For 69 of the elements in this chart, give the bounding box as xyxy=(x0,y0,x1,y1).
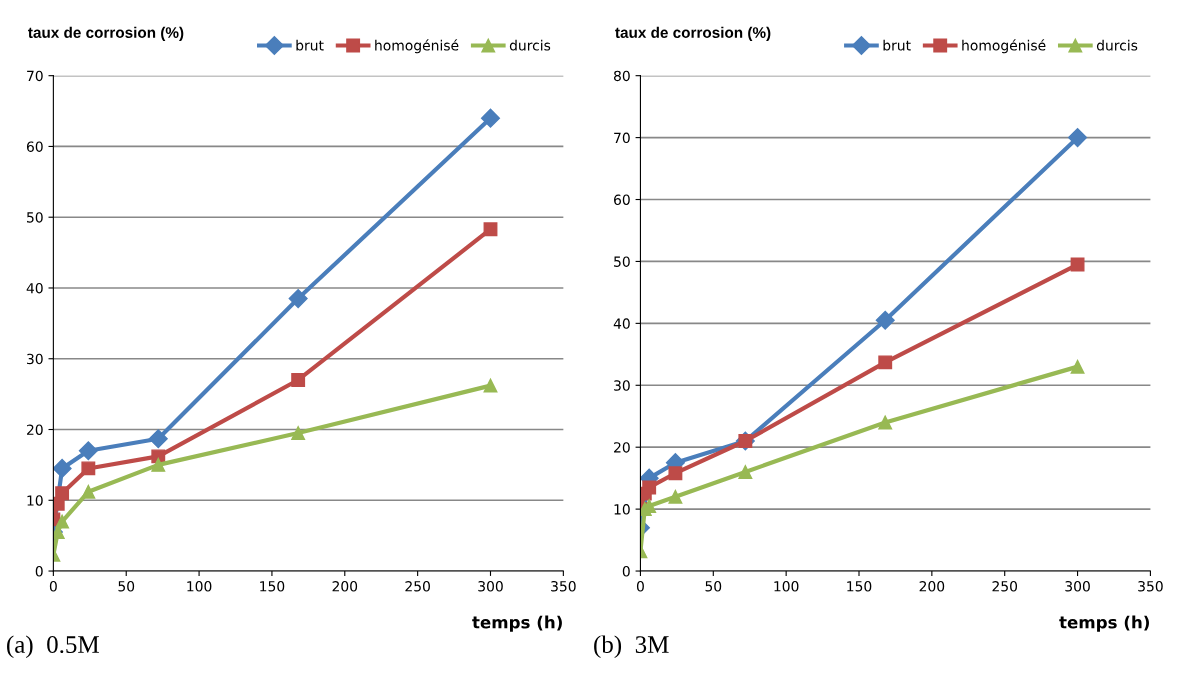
y-tick-label: 10 xyxy=(614,504,630,515)
legend-label: durcis xyxy=(1096,39,1138,51)
x-tick-label: 150 xyxy=(847,581,872,592)
point xyxy=(53,458,72,478)
y-tick-label: 70 xyxy=(27,70,43,82)
y-tick-label: 60 xyxy=(26,141,43,152)
point xyxy=(291,426,306,440)
legend-label: durcis xyxy=(509,39,551,51)
point xyxy=(642,480,657,495)
text: (b) 3M xyxy=(594,635,669,659)
x-tick-label: 300 xyxy=(478,581,503,592)
point xyxy=(668,489,683,504)
point xyxy=(81,484,96,499)
x-tick-label: 100 xyxy=(774,581,799,592)
text: (a) 0.5M xyxy=(7,635,99,659)
y-tick-label: 0 xyxy=(35,566,43,577)
x-tick-label: 150 xyxy=(260,581,285,592)
y-tick-label: 40 xyxy=(613,318,630,329)
x-tick-label: 200 xyxy=(332,581,358,592)
x-tick-label: 50 xyxy=(118,581,135,592)
point xyxy=(55,514,70,529)
point xyxy=(878,355,893,370)
point xyxy=(480,108,501,128)
x-tick-label: 200 xyxy=(919,581,945,592)
point xyxy=(483,222,498,237)
legend-label: brut xyxy=(296,39,324,51)
point xyxy=(55,486,70,501)
point xyxy=(78,441,98,461)
x-tick-label: 350 xyxy=(1138,581,1163,592)
point xyxy=(875,310,895,330)
y-tick-label: 30 xyxy=(614,380,630,391)
y-tick-label: 10 xyxy=(27,495,43,506)
x-tick-label: 0 xyxy=(49,581,57,592)
y-tick-label: 20 xyxy=(614,442,630,453)
point xyxy=(483,378,498,393)
legend-label: homogénisé xyxy=(375,39,459,54)
y-tick-label: 80 xyxy=(613,70,630,82)
x-tick-label: 300 xyxy=(1065,581,1090,592)
x-tick-label: 100 xyxy=(187,581,212,592)
point xyxy=(151,457,166,472)
y-tick-label: 60 xyxy=(614,194,630,205)
y-tick-label: 50 xyxy=(27,212,43,223)
point xyxy=(291,373,306,387)
y-axis-title: taux de corrosion (%) xyxy=(28,26,184,41)
point xyxy=(1070,257,1085,272)
x-tick-label: 50 xyxy=(705,581,722,592)
point xyxy=(1068,128,1088,148)
y-tick-label: 50 xyxy=(614,256,630,267)
point xyxy=(1070,359,1085,374)
x-axis-title: temps (h) xyxy=(472,615,562,632)
x-tick-label: 350 xyxy=(551,581,576,592)
point xyxy=(288,289,308,309)
y-tick-label: 40 xyxy=(26,282,43,294)
y-tick-label: 20 xyxy=(26,424,43,435)
legend-label: homogénisé xyxy=(962,39,1046,54)
x-axis-title: temps (h) xyxy=(1059,615,1149,632)
x-tick-label: 0 xyxy=(636,581,644,592)
point xyxy=(668,466,683,481)
y-tick-label: 0 xyxy=(622,566,630,577)
point xyxy=(148,429,168,449)
y-tick-label: 70 xyxy=(614,132,630,144)
point xyxy=(81,461,96,476)
x-tick-label: 250 xyxy=(992,581,1018,592)
y-axis-title: taux de corrosion (%) xyxy=(615,26,771,41)
point xyxy=(878,415,893,430)
legend-label: brut xyxy=(883,39,911,51)
x-tick-label: 250 xyxy=(405,581,430,592)
point xyxy=(738,465,753,479)
y-tick-label: 30 xyxy=(27,353,43,365)
